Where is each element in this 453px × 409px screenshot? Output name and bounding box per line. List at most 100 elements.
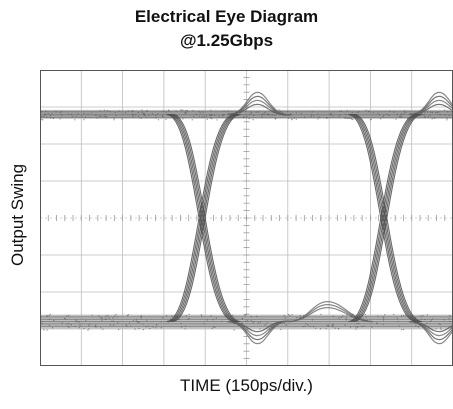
noise-point (203, 115, 205, 117)
noise-point (419, 324, 421, 326)
noise-point (345, 319, 347, 321)
noise-point (230, 119, 232, 121)
noise-point (356, 323, 358, 325)
noise-point (250, 320, 252, 322)
noise-point (329, 113, 331, 115)
noise-point (67, 325, 69, 327)
noise-point (211, 327, 213, 329)
noise-point (389, 110, 391, 112)
noise-point (330, 114, 332, 116)
noise-point (210, 315, 212, 317)
noise-point (275, 118, 277, 120)
noise-point (342, 315, 344, 317)
overshoot-bump-1 (227, 91, 292, 116)
noise-point (421, 318, 423, 320)
noise-point (380, 118, 382, 120)
noise-point (352, 118, 354, 121)
noise-point (182, 109, 184, 111)
noise-point (426, 322, 428, 324)
noise-point (137, 112, 139, 114)
noise-point (221, 320, 223, 323)
noise-point (141, 109, 143, 111)
noise-point (83, 112, 85, 114)
noise-point (245, 314, 247, 316)
noise-point (372, 112, 374, 114)
noise-point (448, 317, 450, 320)
noise-point (401, 113, 403, 115)
noise-point (295, 112, 298, 114)
noise-point (401, 328, 403, 331)
noise-point (203, 323, 205, 325)
noise-point (81, 115, 83, 117)
noise-point (111, 320, 113, 322)
noise-point (444, 109, 446, 111)
noise-point (248, 117, 250, 120)
noise-point (108, 317, 110, 319)
falling-edge-1 (167, 113, 237, 323)
noise-point (376, 322, 378, 325)
noise-point (423, 116, 426, 118)
noise-point (285, 324, 287, 326)
y-axis-label: Output Swing (8, 163, 27, 267)
noise-point (75, 320, 77, 322)
noise-point (74, 325, 76, 328)
noise-point (429, 321, 431, 323)
noise-point (436, 112, 438, 114)
noise-point (261, 116, 263, 118)
noise-point (424, 319, 426, 321)
noise-point (420, 315, 422, 317)
noise-point (162, 317, 164, 319)
noise-point (414, 322, 416, 324)
noise-point (352, 313, 354, 315)
noise-point (100, 317, 102, 319)
noise-point (437, 111, 440, 113)
noise-point (351, 111, 353, 114)
noise-point (264, 111, 266, 114)
noise-point (162, 115, 164, 117)
noise-point (271, 326, 273, 328)
noise-point (52, 117, 55, 120)
noise-point (256, 315, 258, 318)
noise-point (400, 315, 403, 317)
noise-point (88, 328, 90, 330)
noise-point (137, 321, 139, 323)
noise-point (210, 117, 212, 119)
noise-point (103, 109, 105, 111)
noise-point (59, 118, 61, 120)
noise-point (383, 317, 385, 319)
noise-point (171, 315, 173, 317)
noise-point (382, 316, 384, 318)
noise-point (113, 119, 115, 121)
noise-point (310, 114, 313, 116)
noise-point (356, 112, 358, 114)
noise-point (136, 320, 138, 322)
noise-point (337, 328, 339, 330)
noise-point (99, 110, 101, 112)
noise-point (417, 326, 420, 328)
noise-point (205, 115, 208, 117)
noise-point (132, 110, 134, 112)
noise-point (128, 322, 131, 324)
noise-point (420, 113, 423, 115)
noise-point (212, 319, 214, 321)
noise-point (112, 320, 115, 322)
noise-point (403, 110, 406, 112)
noise-point (377, 315, 379, 317)
noise-point (430, 319, 432, 321)
noise-point (409, 321, 411, 323)
noise-point (400, 113, 402, 116)
noise-point (350, 315, 352, 318)
noise-point (303, 116, 306, 118)
noise-point (310, 115, 312, 117)
noise-point (325, 328, 327, 330)
noise-point (176, 316, 179, 318)
noise-point (104, 318, 106, 320)
noise-point (449, 321, 451, 323)
noise-point (402, 314, 405, 317)
noise-point (426, 314, 429, 316)
chart-subtitle: @1.25Gbps (179, 31, 274, 50)
noise-point (132, 114, 134, 116)
x-axis-label: TIME (150ps/div.) (180, 376, 313, 395)
noise-point (105, 116, 107, 118)
noise-point (67, 113, 69, 115)
